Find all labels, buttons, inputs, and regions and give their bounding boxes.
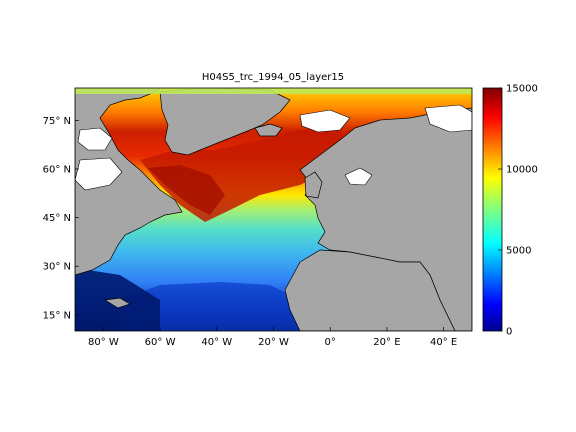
arctic-missing: [77, 127, 113, 151]
x-tick-label: 0°: [325, 337, 336, 348]
labrador-dark-core: [148, 165, 225, 215]
barents-missing: [424, 104, 472, 133]
y-tick-label: 45° N: [43, 213, 71, 224]
baltic-missing: [344, 167, 373, 186]
map-title: H04S5_trc_1994_05_layer15: [202, 72, 344, 83]
colorbar: 0 5000 10000 15000: [482, 84, 538, 338]
colorbar-ticks: 0 5000 10000 15000: [498, 84, 538, 338]
british-isles: [304, 171, 323, 199]
hudson-missing: [75, 157, 123, 191]
y-tick-label: 60° N: [43, 165, 71, 176]
x-tick-label: 40° E: [430, 337, 457, 348]
colorbar-tick-label: 0: [506, 327, 512, 338]
y-tick-label: 75° N: [43, 116, 71, 127]
x-tick-label: 40° W: [201, 337, 232, 348]
subtropical-blue: [120, 282, 300, 331]
africa: [284, 249, 456, 331]
nordic-missing: [299, 109, 351, 133]
iceland: [254, 123, 283, 137]
map-axes: [74, 87, 473, 332]
x-axis-ticks: 80° W 60° W 40° W 20° W 0° 20° E 40° E: [88, 327, 457, 348]
y-tick-label: 15° N: [43, 310, 71, 321]
colorbar-tick-label: 15000: [506, 84, 538, 95]
y-axis-ticks: 75° N 60° N 45° N 30° N 15° N: [43, 116, 79, 321]
y-tick-label: 30° N: [43, 262, 71, 273]
x-tick-label: 20° W: [258, 337, 289, 348]
colorbar-gradient: [482, 87, 503, 332]
x-tick-label: 80° W: [88, 337, 119, 348]
missing-data: [75, 104, 472, 191]
colorbar-tick-label: 5000: [506, 246, 531, 257]
x-tick-label: 20° E: [373, 337, 400, 348]
arctic-strip: [75, 88, 472, 94]
x-tick-label: 60° W: [145, 337, 176, 348]
caribbean-islands: [103, 297, 131, 309]
colorbar-tick-label: 10000: [506, 165, 538, 176]
